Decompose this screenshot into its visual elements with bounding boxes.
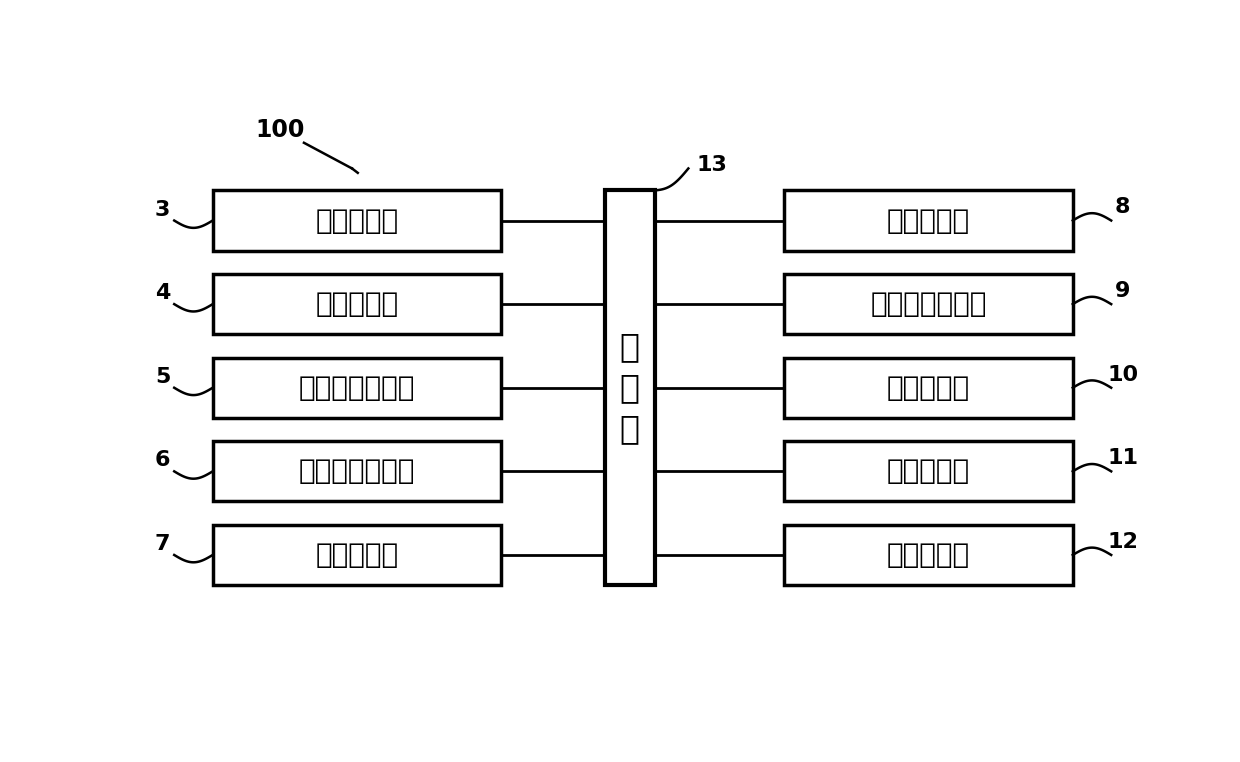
Text: 9: 9 [1115,281,1131,301]
Text: 10: 10 [1107,364,1138,385]
Text: 数据拟合部: 数据拟合部 [315,541,398,569]
FancyBboxPatch shape [213,190,501,251]
Text: 12: 12 [1107,532,1138,552]
FancyBboxPatch shape [785,357,1073,418]
Text: 13: 13 [696,155,727,174]
Text: 3: 3 [155,200,170,219]
FancyBboxPatch shape [785,441,1073,501]
FancyBboxPatch shape [785,525,1073,585]
Text: 5: 5 [155,367,170,387]
Text: 8: 8 [1115,197,1131,217]
FancyBboxPatch shape [213,525,501,585]
FancyBboxPatch shape [785,190,1073,251]
Text: 图形对比部: 图形对比部 [887,457,970,485]
Text: 画面存储部: 画面存储部 [315,207,398,235]
FancyBboxPatch shape [605,190,655,585]
Text: 4: 4 [155,283,170,303]
Text: 显示输入部: 显示输入部 [315,290,398,318]
FancyBboxPatch shape [213,357,501,418]
Text: 控
制
部: 控 制 部 [620,331,640,445]
Text: 控制数据测量部: 控制数据测量部 [299,373,415,402]
FancyBboxPatch shape [785,274,1073,335]
Text: 代码生成部: 代码生成部 [887,207,970,235]
Text: 齿槽测量控制部: 齿槽测量控制部 [299,457,415,485]
Text: 6: 6 [155,450,170,470]
Text: 11: 11 [1107,448,1138,468]
Text: 100: 100 [255,117,305,142]
FancyBboxPatch shape [213,274,501,335]
Text: 7: 7 [155,534,170,554]
Text: 数据存储部: 数据存储部 [887,541,970,569]
Text: 图形拟合部: 图形拟合部 [887,373,970,402]
FancyBboxPatch shape [213,441,501,501]
Text: 齿轮测量控制部: 齿轮测量控制部 [870,290,987,318]
